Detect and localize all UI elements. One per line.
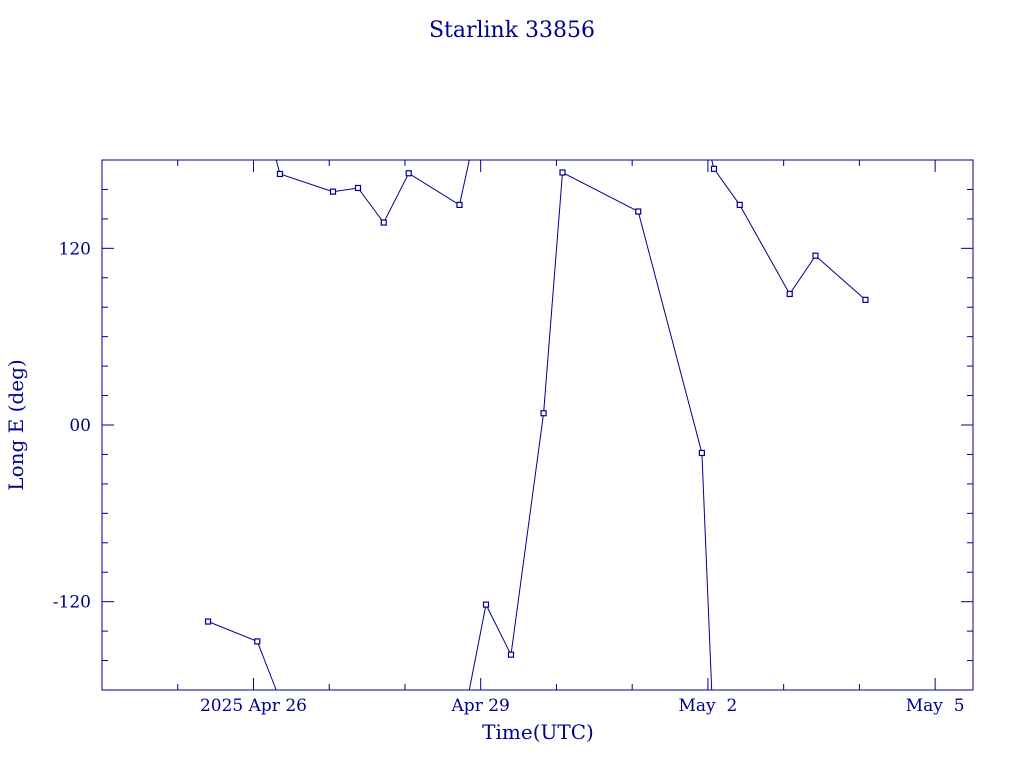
- series-line-segment: [207, 621, 277, 691]
- y-tick-labels: -120 00 120: [53, 239, 91, 612]
- y-tick-label: -120: [53, 593, 91, 613]
- y-axis-label: Long E (deg): [4, 359, 28, 490]
- data-point: [204, 618, 212, 625]
- data-point: [456, 201, 463, 209]
- x-axis-label: Time(UTC): [482, 720, 594, 744]
- data-point: [736, 201, 743, 209]
- series-line-segment: [711, 159, 866, 301]
- axis-ticks: [101, 160, 973, 690]
- data-point: [354, 184, 362, 192]
- x-tick-label: 2025 Apr 26: [200, 696, 307, 716]
- data-point: [710, 165, 718, 172]
- series-longitude: [204, 159, 869, 691]
- data-point: [862, 296, 869, 303]
- x-tick-label: May 2: [679, 696, 738, 716]
- y-tick-label: 120: [59, 239, 91, 259]
- data-point: [380, 219, 387, 226]
- data-point: [276, 170, 284, 178]
- x-tick-label: Apr 29: [451, 696, 510, 716]
- data-point: [405, 170, 412, 177]
- data-point: [540, 410, 547, 417]
- series-line-segment: [468, 171, 713, 691]
- data-point: [559, 169, 566, 176]
- data-point: [698, 449, 705, 457]
- data-point: [812, 252, 819, 259]
- chart-title: Starlink 33856: [429, 18, 595, 43]
- data-point: [635, 208, 642, 215]
- data-point: [482, 601, 490, 608]
- data-point: [329, 188, 337, 195]
- data-point: [507, 651, 515, 658]
- y-tick-label: 00: [69, 416, 91, 436]
- x-tick-labels: 2025 Apr 26 Apr 29 May 2 May 5: [200, 696, 965, 716]
- series-line-segment: [275, 159, 470, 224]
- data-point: [254, 638, 261, 645]
- data-point: [786, 290, 793, 298]
- plot-frame: [101, 159, 974, 691]
- x-tick-label: May 5: [906, 696, 965, 716]
